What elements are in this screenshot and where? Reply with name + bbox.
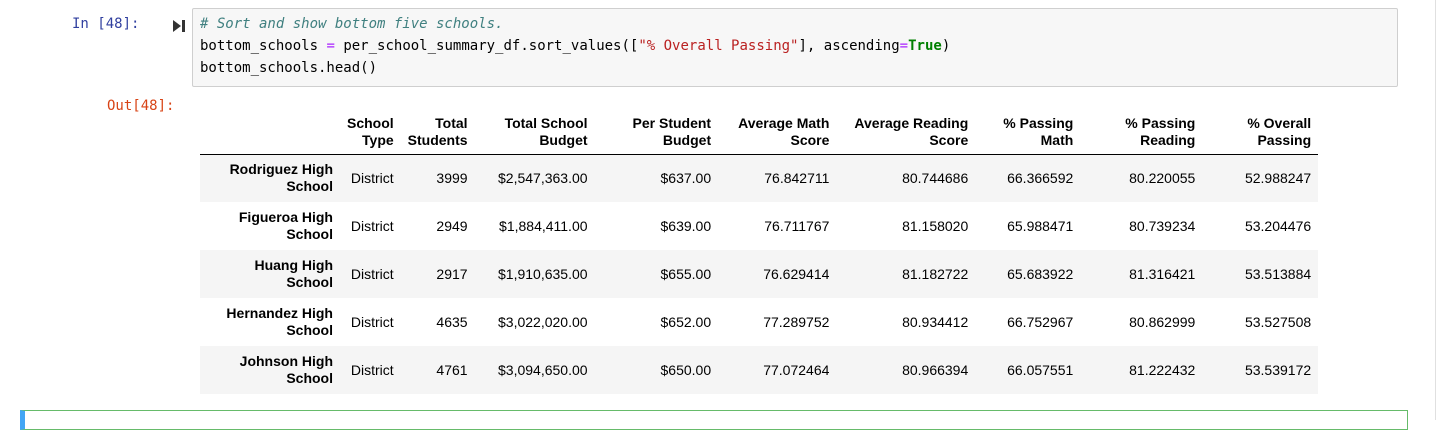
table-cell: 81.222432	[1129, 362, 1196, 378]
code-string: "% Overall Passing"	[638, 38, 799, 54]
code-end: )	[941, 38, 951, 54]
output-prompt: Out[48]:	[107, 98, 175, 114]
code-comment: # Sort and show bottom five schools.	[200, 16, 504, 32]
code-mid: ], ascending	[798, 38, 900, 54]
dataframe-table: School Type Total Students Total School Bud…	[200, 110, 1319, 394]
table-cell: 80.739234	[1129, 218, 1196, 234]
table-row: Rodriguez High School District 3999 $2,54…	[200, 154, 1319, 202]
code-var: bottom_schools	[200, 38, 319, 54]
table-cell: 65.683922	[1007, 266, 1074, 282]
table-cell: 4761	[436, 362, 468, 378]
step-forward-icon[interactable]	[172, 19, 186, 33]
table-cell: 77.289752	[763, 314, 830, 330]
column-header: % Overall Passing	[1202, 110, 1319, 155]
code-line-1: # Sort and show bottom five schools.	[200, 16, 503, 32]
code-line-3: bottom_schools.head()	[200, 60, 377, 76]
table-row: Hernandez High School District 4635 $3,02…	[200, 298, 1318, 346]
code-assign: =	[326, 38, 335, 54]
next-cell-selected[interactable]	[20, 410, 1408, 430]
code-input-area[interactable]: # Sort and show bottom five schools. bot…	[192, 8, 1398, 87]
table-cell: 53.513884	[1244, 266, 1312, 282]
table-cell: 76.842711	[764, 170, 830, 187]
row-index-label: Johnson High School	[239, 353, 333, 386]
table-cell: 2917	[436, 266, 468, 282]
table-row: Huang High School District 2917 $1,910,63…	[200, 250, 1319, 298]
table-cell: District	[350, 218, 394, 234]
index-header	[200, 110, 340, 155]
table-cell: 80.862999	[1129, 314, 1196, 330]
table-row: Figueroa High School District 2949 $1,884…	[200, 202, 1318, 250]
row-index-label: Hernandez High School	[226, 305, 333, 338]
table-cell: 81.182722	[902, 266, 969, 282]
table-cell: 2949	[436, 218, 468, 234]
table-cell: 80.934412	[902, 314, 969, 330]
table-header-row: School Type Total Students Total School Bud…	[200, 110, 1319, 155]
table-cell: 81.158020	[902, 218, 969, 234]
column-header: % Passing Reading	[1080, 110, 1203, 155]
table-cell: $3,094,650.00	[498, 362, 588, 378]
table-cell: 66.057551	[1007, 362, 1074, 378]
table-cell: 53.539172	[1244, 362, 1312, 378]
table-cell: $639.00	[660, 218, 712, 234]
table-cell: 80.966394	[902, 362, 969, 378]
code-call: per_school_summary_df.sort_values([	[343, 38, 639, 54]
column-header: Average Math Score	[718, 110, 837, 155]
column-header: Average Reading Score	[836, 110, 976, 155]
table-cell: $655.00	[660, 266, 712, 282]
table-cell: $3,022,020.00	[498, 314, 588, 330]
table-cell: 81.316421	[1129, 266, 1196, 282]
table-cell: $637.00	[660, 170, 712, 187]
table-cell: 80.744686	[902, 170, 969, 187]
notebook-right-border	[1435, 0, 1436, 420]
table-cell: 65.988471	[1007, 218, 1074, 234]
table-cell: District	[350, 362, 394, 378]
row-index-label: Huang High School	[254, 257, 333, 290]
table-cell: $1,910,635.00	[498, 266, 588, 282]
code-keyword: True	[908, 38, 942, 54]
table-cell: 66.366592	[1007, 170, 1074, 187]
table-cell: 80.220055	[1129, 170, 1196, 187]
table-cell: 53.204476	[1244, 218, 1312, 234]
table-cell: $2,547,363.00	[498, 170, 588, 187]
table-cell: 76.711767	[764, 218, 830, 234]
row-index-label: Figueroa High School	[238, 209, 333, 242]
table-cell: District	[350, 170, 394, 187]
column-header: % Passing Math	[975, 110, 1081, 155]
column-header: Per Student Budget	[594, 110, 719, 155]
table-cell: $650.00	[660, 362, 712, 378]
table-cell: 52.988247	[1244, 170, 1312, 187]
table-cell: 76.629414	[763, 266, 830, 282]
column-header: Total School Budget	[474, 110, 595, 155]
table-cell: 53.527508	[1244, 314, 1312, 330]
table-cell: 3999	[436, 170, 468, 187]
table-cell: 66.752967	[1007, 314, 1074, 330]
column-header: Total Students	[400, 110, 475, 155]
column-header: School Type	[340, 110, 401, 155]
table-cell: District	[350, 314, 394, 330]
code-assign-2: =	[899, 38, 909, 54]
table-cell: District	[350, 266, 394, 282]
input-prompt: In [48]:	[72, 16, 140, 32]
code-line-2: bottom_schools = per_school_summary_df.s…	[200, 38, 950, 54]
table-cell: $1,884,411.00	[499, 218, 588, 234]
table-cell: 77.072464	[763, 362, 830, 378]
code-head-call: bottom_schools.head()	[200, 60, 378, 76]
row-index-label: Rodriguez High School	[229, 161, 333, 195]
table-cell: 4635	[436, 314, 468, 330]
table-row: Johnson High School District 4761 $3,094,…	[200, 346, 1319, 394]
table-cell: $652.00	[660, 314, 712, 330]
